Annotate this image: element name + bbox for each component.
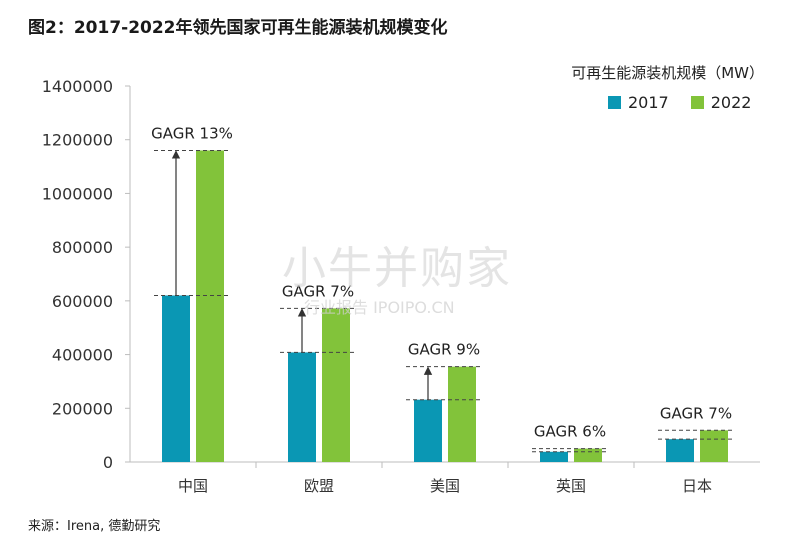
legend-item-2022: 2022	[690, 93, 752, 112]
legend-label-2022: 2022	[710, 93, 752, 112]
bar-2017-0	[162, 295, 190, 462]
category-label-2: 美国	[430, 477, 460, 495]
bar-2022-1	[322, 308, 350, 462]
y-tick-label: 400000	[52, 346, 113, 365]
bar-2022-2	[448, 366, 476, 462]
bar-2017-4	[666, 439, 694, 462]
y-tick-label: 1400000	[42, 77, 113, 96]
gagr-label-2: GAGR 9%	[408, 341, 480, 359]
gagr-label-1: GAGR 7%	[282, 282, 354, 300]
category-label-1: 欧盟	[304, 477, 334, 495]
legend: 2017 2022	[608, 93, 751, 112]
category-label-4: 日本	[682, 477, 712, 495]
legend-swatch-2017	[608, 96, 621, 109]
bar-2022-4	[700, 430, 728, 462]
y-tick-label: 600000	[52, 292, 113, 311]
chart-title: 图2：2017-2022年领先国家可再生能源装机规模变化	[28, 18, 448, 38]
bar-2017-2	[414, 399, 442, 462]
legend-label-2017: 2017	[628, 93, 669, 112]
bar-2017-3	[540, 451, 568, 462]
gagr-label-3: GAGR 6%	[534, 423, 606, 441]
y-tick-label: 200000	[52, 399, 113, 418]
bar-2017-1	[288, 352, 316, 462]
y-tick-label: 800000	[52, 238, 113, 257]
category-label-3: 英国	[556, 477, 586, 495]
gagr-label-0: GAGR 13%	[151, 124, 233, 142]
unit-label: 可再生能源装机规模（MW）	[571, 64, 764, 82]
watermark-logo: 小牛并购家	[282, 243, 512, 294]
legend-item-2017: 2017	[608, 93, 669, 112]
y-tick-label: 0	[103, 453, 113, 472]
bar-2022-3	[574, 448, 602, 462]
bar-2022-0	[196, 150, 224, 462]
legend-swatch-2022	[690, 96, 704, 109]
y-tick-label: 1200000	[42, 131, 113, 150]
source-note: 来源：Irena, 德勤研究	[28, 519, 161, 534]
watermark-text: 行业报告 IPOIPO.CN	[304, 298, 455, 317]
gagr-label-4: GAGR 7%	[660, 404, 732, 422]
category-label-0: 中国	[178, 477, 208, 495]
y-tick-label: 1000000	[42, 184, 113, 203]
